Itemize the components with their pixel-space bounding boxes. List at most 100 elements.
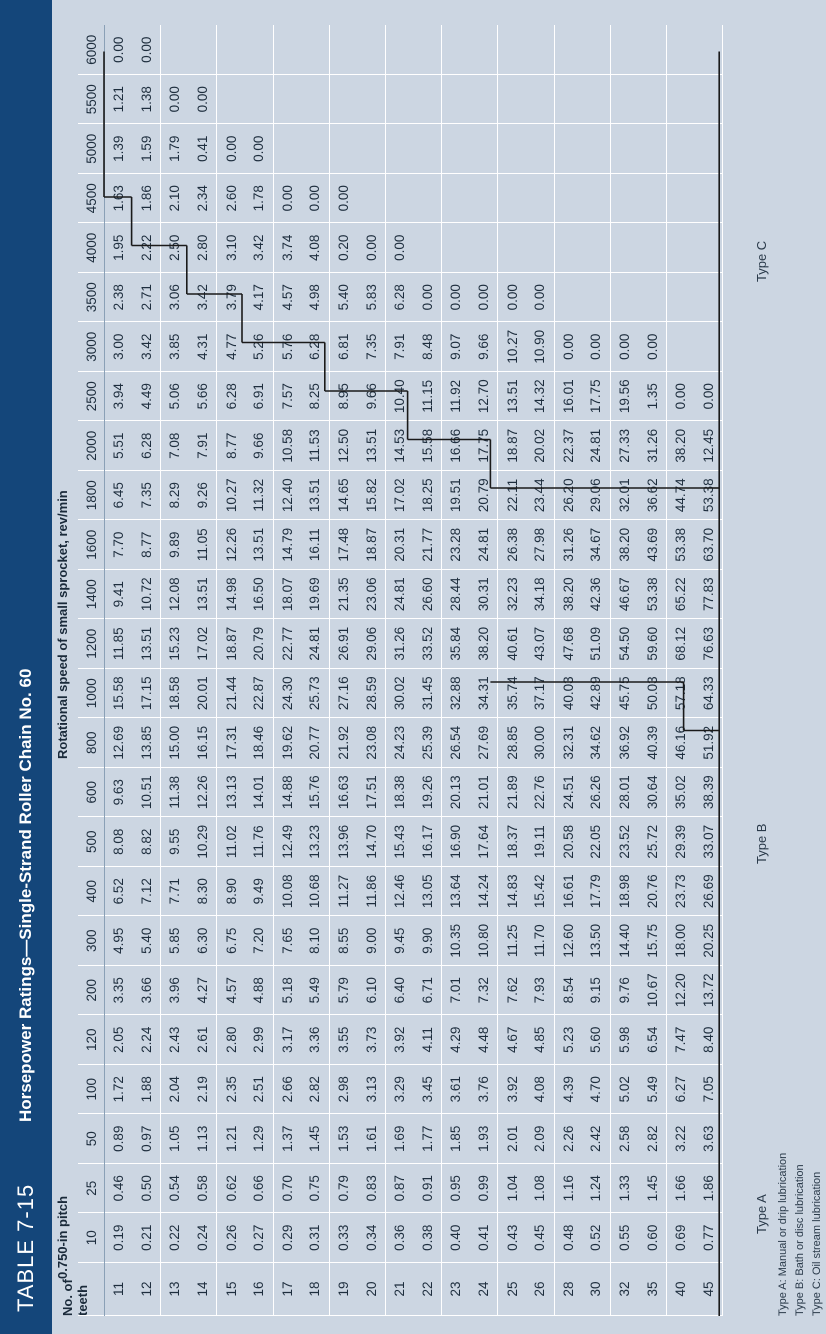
hp-cell: 13.50 (582, 916, 611, 966)
hp-cell: 9.89 (160, 520, 189, 570)
hp-cell: 4.49 (132, 371, 161, 421)
hp-cell: 9.45 (385, 916, 414, 966)
hp-cell: 4.77 (216, 322, 245, 372)
hp-cell: 21.35 (329, 569, 358, 619)
hp-cell (441, 124, 470, 174)
hp-cell: 6.71 (413, 965, 442, 1015)
table-row: 19 0.33 0.79 1.53 2.98 3.55 5.79 8.55 11.27 13.96… (329, 25, 358, 1316)
hp-cell: 2.98 (329, 1064, 358, 1114)
hp-cell: 3.76 (469, 1064, 498, 1114)
hp-cell: 5.51 (104, 421, 133, 471)
teeth-cell: 15 (216, 1262, 245, 1316)
hp-cell: 30.31 (469, 569, 498, 619)
hp-cell: 20.58 (554, 817, 583, 867)
hp-cell: 13.64 (441, 866, 470, 916)
hp-cell (554, 272, 583, 322)
hp-cell (273, 74, 302, 124)
hp-cell: 26.38 (497, 520, 526, 570)
hp-cell: 9.15 (582, 965, 611, 1015)
hp-cell: 1.59 (132, 124, 161, 174)
hp-cell: 10.58 (273, 421, 302, 471)
hp-cell: 13.51 (301, 470, 330, 520)
hp-cell: 18.37 (497, 817, 526, 867)
table-row: 21 0.36 0.87 1.69 3.29 3.92 6.40 9.45 12.46 15.43… (385, 25, 414, 1316)
hp-cell: 22.37 (554, 421, 583, 471)
hp-cell: 4.98 (301, 272, 330, 322)
hp-cell (610, 25, 639, 75)
hp-cell: 64.33 (694, 668, 723, 718)
hp-cell: 7.01 (441, 965, 470, 1015)
teeth-cell: 32 (610, 1262, 639, 1316)
hp-cell: 0.55 (610, 1213, 639, 1263)
hp-cell: 0.62 (216, 1163, 245, 1213)
hp-cell (638, 272, 667, 322)
hp-cell: 7.32 (469, 965, 498, 1015)
hp-cell: 3.45 (413, 1064, 442, 1114)
hp-cell: 0.24 (188, 1213, 217, 1263)
hp-cell: 40.61 (497, 619, 526, 669)
hp-cell: 0.00 (469, 272, 498, 322)
hp-cell: 6.10 (357, 965, 386, 1015)
hp-cell: 43.69 (638, 520, 667, 570)
hp-cell (441, 223, 470, 273)
hp-cell: 9.07 (441, 322, 470, 372)
hp-cell: 5.60 (582, 1015, 611, 1065)
hp-cell: 7.70 (104, 520, 133, 570)
hp-cell (413, 25, 442, 75)
table-row: 45 0.77 1.86 3.63 7.05 8.40 13.72 20.25 26.69 33.… (694, 25, 723, 1316)
hp-cell: 1.61 (357, 1114, 386, 1164)
hp-cell: 6.28 (301, 322, 330, 372)
table-row: 23 0.40 0.95 1.85 3.61 4.29 7.01 10.35 13.64 16.9… (441, 25, 470, 1316)
hp-cell (497, 173, 526, 223)
hp-cell: 7.12 (132, 866, 161, 916)
hp-cell: 36.62 (638, 470, 667, 520)
hp-cell: 4.57 (273, 272, 302, 322)
table-row: 22 0.38 0.91 1.77 3.45 4.11 6.71 9.90 13.05 16.17… (413, 25, 442, 1316)
hp-cell: 5.66 (188, 371, 217, 421)
hp-cell: 13.51 (132, 619, 161, 669)
hp-cell: 2.09 (525, 1114, 554, 1164)
hp-cell: 28.85 (497, 718, 526, 768)
hp-cell (497, 124, 526, 174)
table-title: Horsepower Ratings—Single-Strand Roller … (16, 668, 35, 1122)
hp-cell: 40.39 (638, 718, 667, 768)
hp-cell (469, 223, 498, 273)
hp-cell: 2.26 (554, 1114, 583, 1164)
hp-cell: 17.75 (582, 371, 611, 421)
hp-cell: 0.46 (104, 1163, 133, 1213)
hp-cell: 12.46 (385, 866, 414, 916)
hp-cell: 4.39 (554, 1064, 583, 1114)
teeth-cell: 11 (104, 1262, 133, 1316)
hp-cell: 13.72 (694, 965, 723, 1015)
hp-cell: 22.87 (244, 668, 274, 718)
hp-cell: 1.37 (273, 1114, 302, 1164)
table-row: 30 0.52 1.24 2.42 4.70 5.60 9.15 13.50 17.79 22.0… (582, 25, 611, 1316)
hp-cell: 1.53 (329, 1114, 358, 1164)
hp-cell (357, 173, 386, 223)
hp-cell: 2.38 (104, 272, 133, 322)
hp-cell: 10.27 (216, 470, 245, 520)
hp-cell: 2.61 (188, 1015, 217, 1065)
hp-cell: 0.00 (301, 173, 330, 223)
hp-cell: 38.20 (469, 619, 498, 669)
hp-cell: 3.36 (301, 1015, 330, 1065)
hp-cell: 3.17 (273, 1015, 302, 1065)
hp-cell: 2.82 (301, 1064, 330, 1114)
hp-cell: 8.77 (132, 520, 161, 570)
hp-cell (610, 124, 639, 174)
hp-cell: 11.15 (413, 371, 442, 421)
hp-cell: 7.20 (244, 916, 274, 966)
hp-cell: 8.82 (132, 817, 161, 867)
hp-cell (413, 124, 442, 174)
hp-cell: 1.78 (244, 173, 274, 223)
speed-col-header: 2500 (78, 371, 105, 421)
hp-cell: 1.72 (104, 1064, 133, 1114)
table-row: 28 0.48 1.16 2.26 4.39 5.23 8.54 12.60 16.61 20.5… (554, 25, 583, 1316)
hp-cell: 44.74 (666, 470, 695, 520)
hp-cell (188, 25, 217, 75)
hp-cell: 30.64 (638, 767, 667, 817)
hp-cell: 3.55 (329, 1015, 358, 1065)
hp-cell: 7.91 (188, 421, 217, 471)
hp-cell (413, 173, 442, 223)
